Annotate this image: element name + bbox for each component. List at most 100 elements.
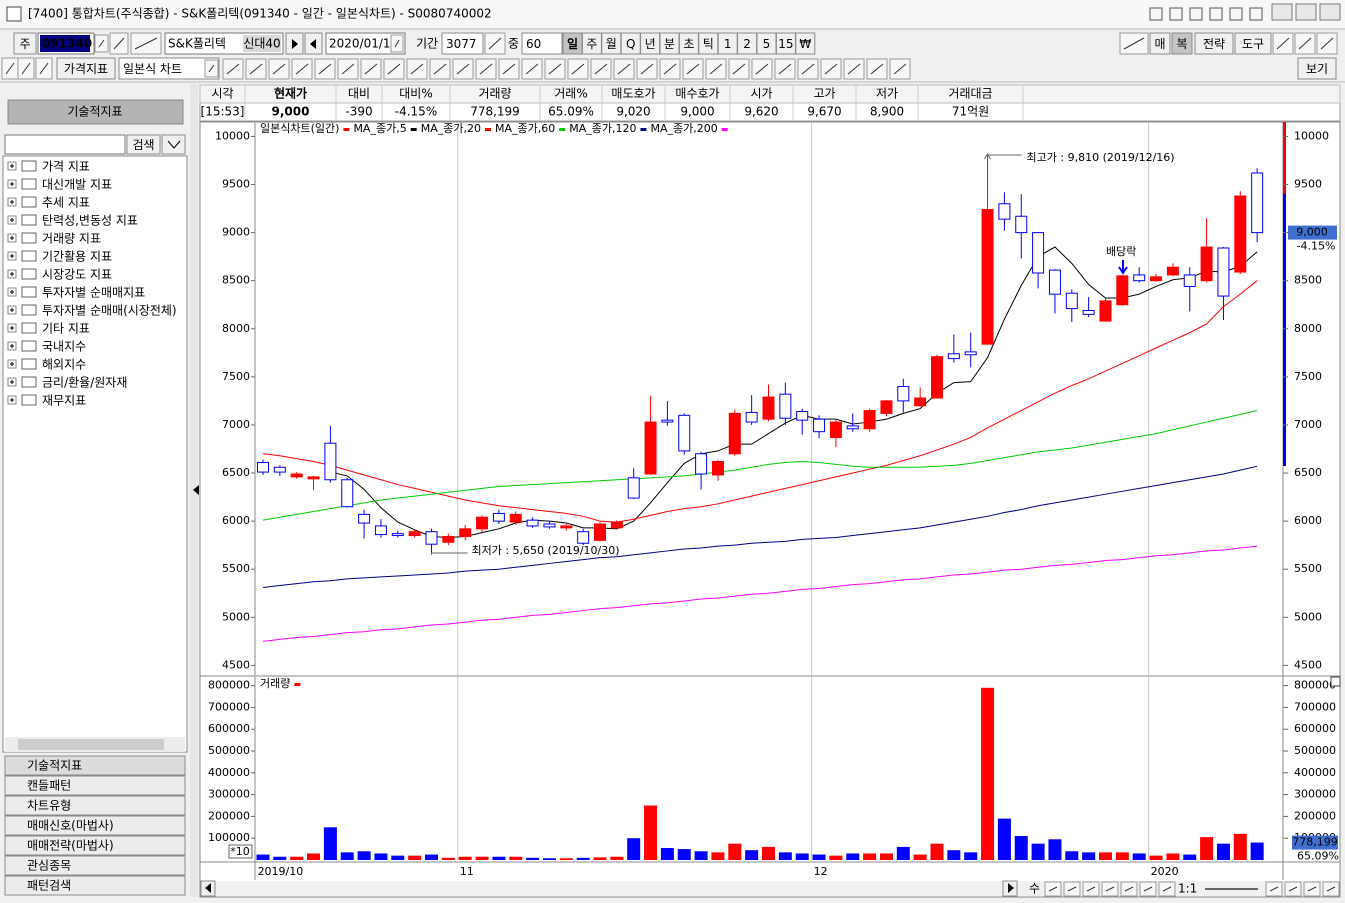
title-icon[interactable] xyxy=(1149,7,1163,21)
quote-header: 거래대금 xyxy=(948,87,992,101)
sidebar-tab-label[interactable]: 기술적지표 xyxy=(27,759,82,773)
search-dropdown[interactable] xyxy=(161,134,186,155)
title-icon[interactable] xyxy=(1169,7,1183,21)
nav-label[interactable]: 수 xyxy=(1029,882,1040,896)
sidebar-tab[interactable] xyxy=(4,795,186,816)
x-tick-label: 11 xyxy=(460,865,474,878)
tool-glyph xyxy=(394,39,400,48)
tool-glyph xyxy=(709,63,723,75)
annotation-line xyxy=(431,552,468,555)
tree-item[interactable]: 기타 지표 xyxy=(42,322,90,336)
quote-header: 저가 xyxy=(876,87,898,101)
right-button[interactable] xyxy=(1194,32,1234,55)
sidebar-tab-label[interactable]: 캔들패턴 xyxy=(27,779,71,793)
sidebar-tab-label[interactable]: 차트유형 xyxy=(27,799,71,813)
panel-close[interactable] xyxy=(1330,676,1341,687)
candle-body xyxy=(290,473,303,478)
tool-glyph xyxy=(1086,886,1096,892)
date-input[interactable] xyxy=(325,32,406,55)
code-text: 091340 xyxy=(42,37,92,51)
candle-body xyxy=(863,410,876,430)
volume-bar xyxy=(1200,837,1214,860)
tree-item[interactable]: 국내지수 xyxy=(42,340,86,354)
volume-bar xyxy=(795,853,809,860)
tool-glyph xyxy=(1067,886,1077,892)
tree-expander-glyph xyxy=(10,362,14,366)
tree-item[interactable]: 기간활용 지표 xyxy=(42,250,112,264)
tool-glyph xyxy=(502,63,516,75)
volume-ratio-label: 65.09% xyxy=(1297,850,1339,863)
sidebar-tab[interactable] xyxy=(4,755,186,776)
title-icon[interactable] xyxy=(1209,7,1223,21)
legend-label: 거래량 xyxy=(260,677,290,690)
view-button[interactable] xyxy=(1297,57,1337,80)
count-input[interactable] xyxy=(521,32,563,55)
sidebar-tab[interactable] xyxy=(4,855,186,876)
tree-item[interactable]: 투자자별 순매매지표 xyxy=(42,286,145,300)
tree-item[interactable]: 시장강도 지표 xyxy=(42,268,112,282)
sidebar-tab-label[interactable]: 매매신호(마법사) xyxy=(27,819,114,833)
tree-item[interactable]: 추세 지표 xyxy=(42,196,90,210)
candle-body xyxy=(981,209,994,345)
interval-button-label: 분 xyxy=(664,37,675,51)
tree-item[interactable]: 투자자별 순매매(시장전체) xyxy=(42,304,177,318)
y-tick-label: 6500 xyxy=(222,466,250,479)
legend-swatch xyxy=(410,128,417,131)
x-tick-label: 12 xyxy=(814,865,828,878)
title-icon[interactable] xyxy=(1249,7,1263,21)
sidebar-tab-label[interactable]: 매매전략(마법사) xyxy=(27,839,114,853)
candle-body xyxy=(762,396,775,420)
right-button[interactable] xyxy=(1234,32,1272,55)
sidebar-header xyxy=(7,99,184,125)
indicator-button[interactable] xyxy=(56,57,116,80)
folder-icon xyxy=(21,286,37,298)
y-tick-label-right: 6500 xyxy=(1294,466,1322,479)
sidebar-tab[interactable] xyxy=(4,875,186,896)
tree-item[interactable]: 가격 지표 xyxy=(42,160,90,174)
volume-bar xyxy=(357,851,371,860)
period-input[interactable] xyxy=(441,32,484,55)
chart-type-select[interactable] xyxy=(118,57,220,80)
tool-glyph xyxy=(893,63,907,75)
quote-value: [15:53] xyxy=(201,105,245,119)
sidebar-tab[interactable] xyxy=(4,775,186,796)
tree-item[interactable]: 금리/환율/원자재 xyxy=(42,376,127,390)
sidebar-tab[interactable] xyxy=(4,815,186,836)
search-button[interactable] xyxy=(126,134,161,155)
tool-glyph xyxy=(1320,37,1334,50)
right-button[interactable] xyxy=(1171,32,1193,55)
y-tick-label: 6000 xyxy=(222,514,250,527)
search-input[interactable] xyxy=(4,134,126,155)
y-tick-label-right: 10000 xyxy=(1294,129,1329,142)
candle-body xyxy=(1032,232,1045,274)
window-button[interactable] xyxy=(1319,3,1341,21)
sidebar-tab-label[interactable]: 관심종목 xyxy=(27,859,71,873)
sidebar-tab[interactable] xyxy=(4,835,186,856)
window-button[interactable] xyxy=(1295,3,1317,21)
code-label[interactable] xyxy=(13,32,37,55)
tree-item[interactable]: 해외지수 xyxy=(42,358,86,372)
y-tick-label: 10000 xyxy=(215,129,250,142)
tree-item[interactable]: 대신개발 지표 xyxy=(42,178,112,192)
tree-expander-glyph xyxy=(10,380,14,384)
tool-glyph xyxy=(801,63,815,75)
interval-button-label: Q xyxy=(626,37,635,51)
title-icon[interactable] xyxy=(1229,7,1243,21)
volume-bar xyxy=(1149,855,1163,860)
zoom-label[interactable]: 1:1 xyxy=(1178,882,1197,896)
right-button[interactable] xyxy=(1149,32,1171,55)
folder-icon xyxy=(21,196,37,208)
window-button[interactable] xyxy=(1271,3,1293,21)
legend-label: MA_종가,20 xyxy=(421,122,481,135)
tree-item[interactable]: 거래량 지표 xyxy=(42,232,101,246)
y-tick-label-right: 7500 xyxy=(1294,370,1322,383)
candle-body xyxy=(779,393,792,419)
tool-glyph xyxy=(318,63,332,75)
sidebar-tab-label[interactable]: 패턴검색 xyxy=(27,879,71,893)
tree-item[interactable]: 탄력성,변동성 지표 xyxy=(42,214,138,228)
title-icon[interactable] xyxy=(1189,7,1203,21)
interval-button[interactable] xyxy=(795,32,816,55)
tree-item[interactable]: 재무지표 xyxy=(42,394,86,408)
volume-bar xyxy=(425,854,438,860)
candle-body xyxy=(577,531,590,544)
